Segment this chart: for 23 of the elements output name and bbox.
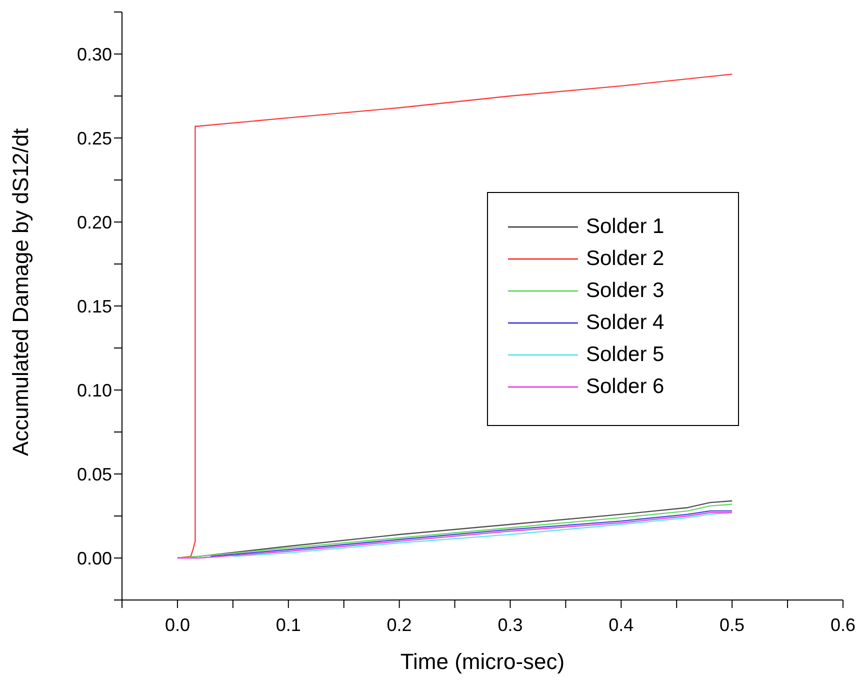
x-tick-label: 0.0 bbox=[164, 614, 190, 635]
x-axis-title: Time (micro-sec) bbox=[400, 649, 565, 674]
legend-label: Solder 4 bbox=[586, 311, 664, 335]
line-series bbox=[176, 74, 733, 559]
y-tick-label: 0.00 bbox=[76, 548, 112, 568]
legend-label: Solder 1 bbox=[586, 215, 664, 239]
x-tick-label: 0.4 bbox=[608, 614, 634, 635]
legend-label: Solder 5 bbox=[586, 343, 664, 367]
y-tick-label: 0.25 bbox=[76, 128, 112, 148]
legend-label: Solder 6 bbox=[586, 375, 664, 399]
legend-label: Solder 3 bbox=[586, 279, 664, 303]
y-tick-label: 0.05 bbox=[76, 464, 112, 484]
y-axis-title: Accumulated Damage by dS12/dt bbox=[8, 128, 33, 456]
x-tick-label: 0.6 bbox=[830, 614, 856, 635]
x-tick-label: 0.1 bbox=[276, 614, 301, 635]
legend-label: Solder 2 bbox=[586, 247, 664, 271]
x-tick-label: 0.2 bbox=[386, 614, 412, 635]
x-tick-label: 0.3 bbox=[498, 614, 523, 635]
y-tick-label: 0.15 bbox=[76, 296, 112, 316]
y-tick-label: 0.10 bbox=[76, 380, 112, 400]
x-tick-label: 0.5 bbox=[720, 614, 745, 635]
y-tick-label: 0.30 bbox=[76, 44, 112, 64]
y-tick-label: 0.20 bbox=[76, 212, 112, 232]
